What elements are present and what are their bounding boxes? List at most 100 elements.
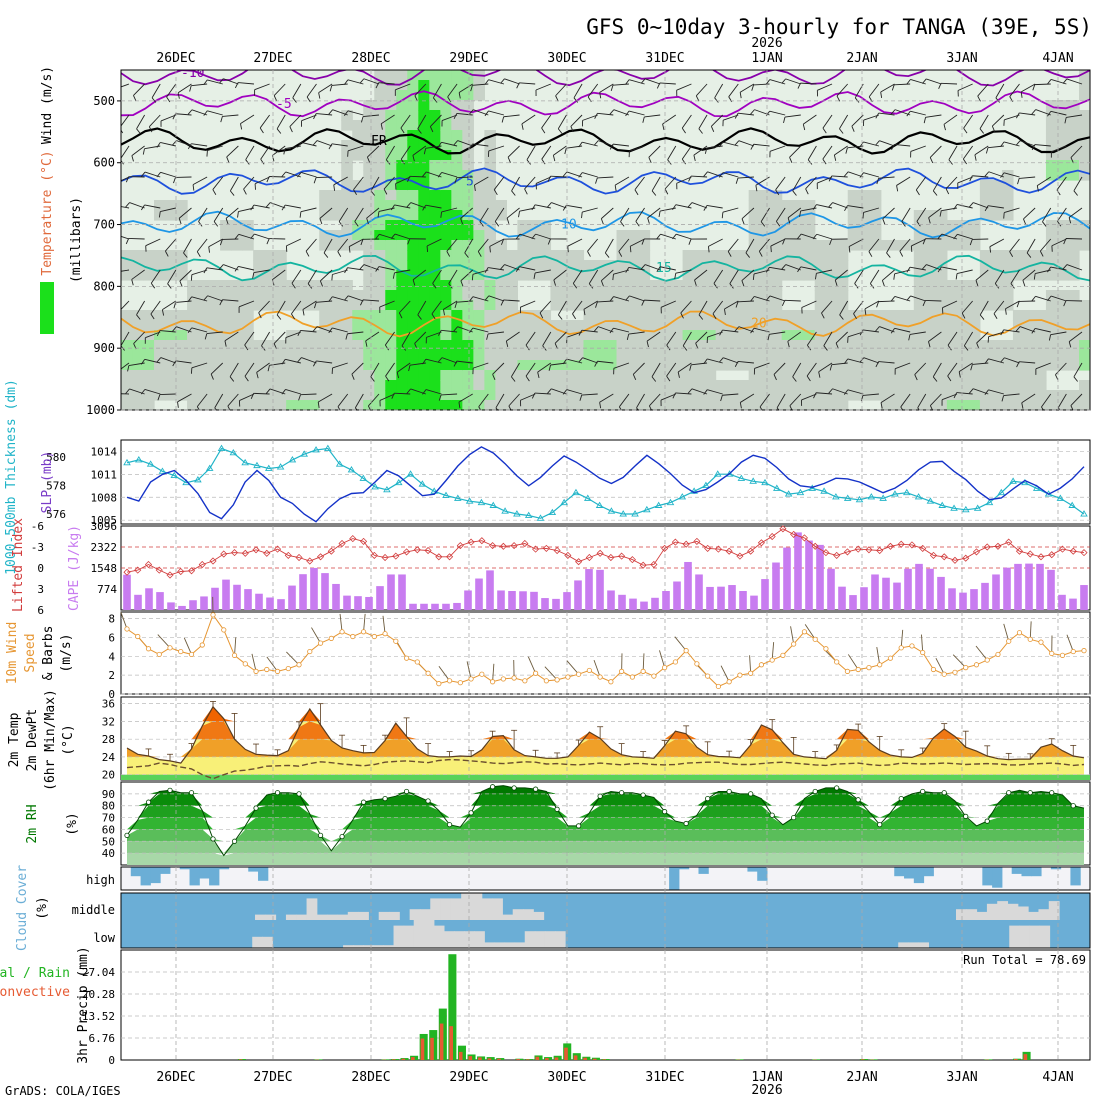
wind-barb	[787, 331, 802, 342]
rh2m-point	[167, 787, 173, 793]
thickness-point	[1068, 501, 1076, 508]
wind-barb-flag	[765, 295, 771, 301]
li-point	[1005, 538, 1013, 546]
wind-barb	[928, 331, 942, 342]
cloud-high-bar	[747, 867, 758, 872]
wind-barb	[291, 269, 302, 284]
rh-cell	[847, 380, 860, 391]
rh-cell	[1067, 360, 1080, 371]
rh-cell	[594, 270, 607, 281]
wind-barb	[506, 207, 520, 219]
rh-cell	[374, 190, 386, 201]
rh-cell	[858, 240, 871, 251]
wind-barb-flag	[775, 189, 780, 196]
wind-barb-flag	[908, 334, 911, 341]
rh-cell	[352, 380, 364, 391]
isotherm-20	[121, 310, 1090, 338]
wind-barb	[831, 175, 848, 178]
rh-cell	[275, 270, 287, 281]
wind-barb-flag	[250, 393, 255, 400]
rh-cell	[242, 390, 254, 401]
wind-barb-flag	[599, 92, 602, 99]
rh-cell	[396, 170, 408, 181]
rh-cell	[550, 290, 563, 301]
rh-cell	[319, 350, 331, 361]
wind-barb	[582, 172, 598, 178]
wind-barb-flag	[1057, 407, 1061, 410]
wind-barb	[894, 83, 911, 86]
rh-cell	[429, 330, 441, 341]
rh-cell	[979, 400, 992, 410]
wind-barb-flag	[156, 330, 161, 337]
rh-cell	[451, 90, 463, 101]
wind-barb	[1003, 172, 1020, 178]
wind-barb-flag	[313, 113, 317, 120]
rh-cell	[187, 290, 199, 301]
wind-barb	[863, 172, 880, 178]
cloud-low-bar	[524, 931, 536, 948]
rh-cell	[759, 200, 772, 211]
rh-cell	[979, 210, 992, 221]
rh-cell	[506, 320, 519, 331]
rh-cell	[407, 300, 419, 311]
rh2m-point	[855, 797, 861, 803]
rh2m-point	[726, 788, 732, 795]
cape-bar	[453, 602, 461, 610]
rh-cell	[990, 270, 1003, 281]
rh-cell	[913, 270, 926, 281]
rh-cell	[550, 350, 563, 361]
rh-cell	[968, 290, 981, 301]
wind-barb	[644, 299, 661, 302]
rh-cell	[902, 320, 915, 331]
wind-barb	[785, 264, 801, 271]
wind-barb-flag	[359, 78, 365, 84]
wind-barb	[910, 145, 926, 152]
cape-bar	[464, 590, 472, 610]
rh-cell	[803, 250, 816, 261]
li-point	[306, 557, 314, 565]
wind-point	[414, 659, 420, 665]
rh-cell	[561, 350, 574, 361]
wind-barb	[1051, 295, 1067, 302]
rh-cell	[825, 250, 838, 261]
wind-barb	[785, 78, 801, 85]
cloud-high-bar	[757, 867, 768, 881]
wind-barb-flag	[429, 126, 434, 133]
rh-cell	[583, 380, 596, 391]
li-point	[790, 530, 798, 538]
wind-barb-flag	[112, 272, 113, 278]
wind-barb	[722, 172, 739, 178]
wind-barb-flag	[541, 127, 546, 134]
rh-cell	[451, 80, 463, 91]
wind-barb	[822, 114, 833, 129]
wind-barb	[319, 207, 333, 219]
wind-barb-flag	[703, 205, 708, 211]
wind-tick-label: 6	[108, 631, 115, 644]
rh-cell	[704, 370, 717, 381]
rh-cell	[693, 340, 706, 351]
rh-cell	[220, 320, 232, 331]
wind-barb-flag	[625, 295, 630, 301]
rh-cell	[748, 190, 761, 201]
wind-barb	[760, 207, 770, 222]
wind-barb-flag	[821, 312, 825, 319]
wind-barb	[347, 331, 364, 335]
rh-cell	[132, 360, 144, 371]
wind-barb-flag	[1068, 341, 1072, 348]
rh-cell	[616, 260, 629, 271]
rh-cell	[605, 310, 618, 321]
rh-cell	[847, 340, 860, 351]
rh-cell	[1045, 220, 1058, 231]
rh-cell	[814, 320, 827, 331]
wind-point	[823, 646, 829, 652]
cape-bar	[1003, 567, 1011, 610]
rh-cell	[396, 120, 408, 131]
wind-barb	[136, 300, 146, 316]
wind-barb-flag	[1032, 84, 1036, 91]
rh-cell	[363, 380, 375, 391]
rh-cell	[759, 390, 772, 401]
wind-barb-flag	[625, 267, 630, 273]
rh2m-band	[127, 841, 1084, 854]
rh-cell	[759, 340, 772, 351]
rh-cell	[308, 300, 320, 311]
